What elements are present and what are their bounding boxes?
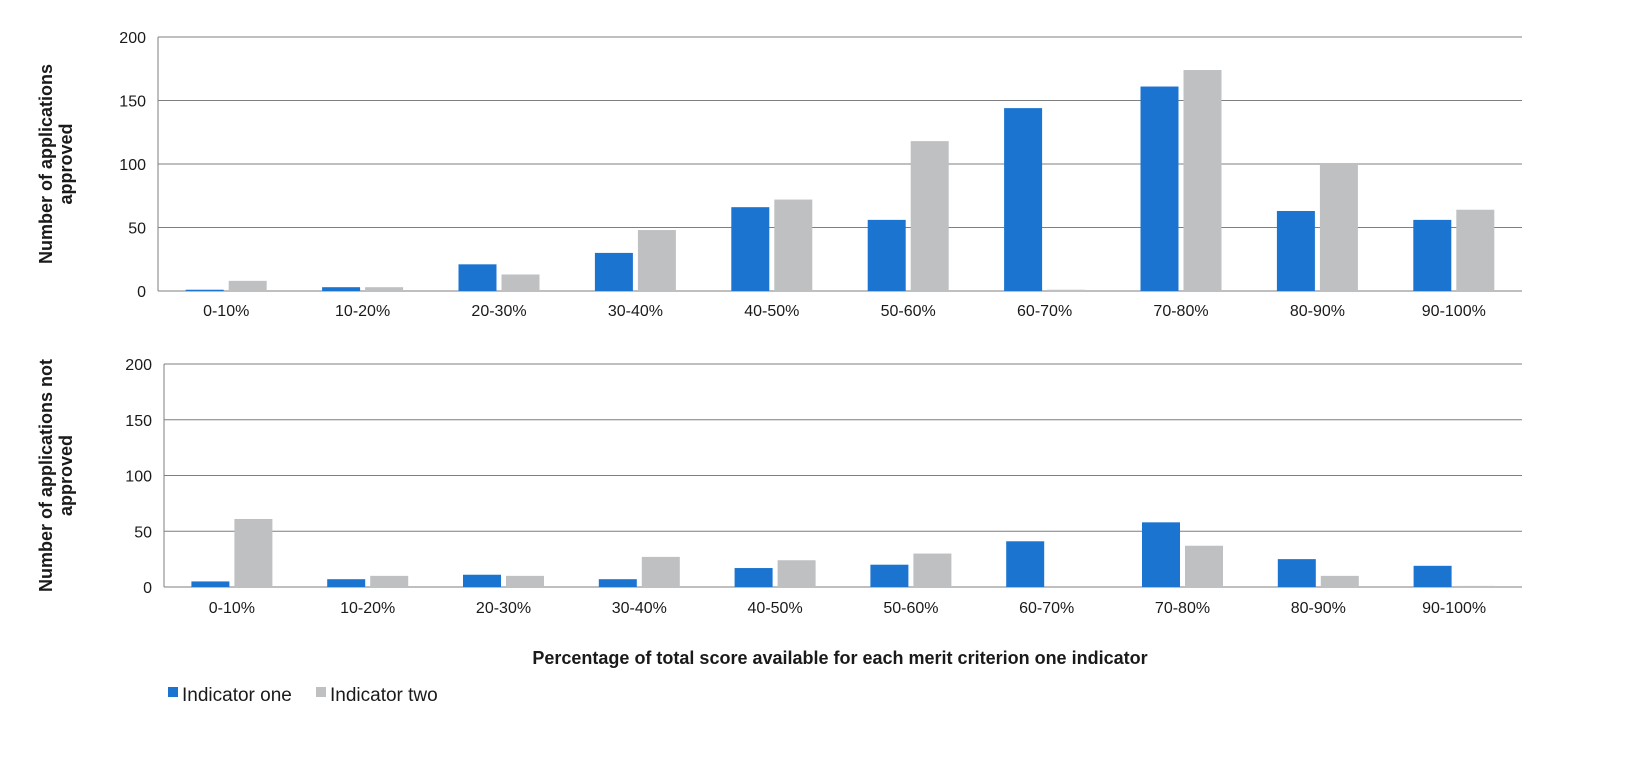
bar-indicator-one bbox=[191, 581, 230, 587]
x-tick-label: 40-50% bbox=[744, 303, 799, 320]
bar-indicator-two bbox=[910, 141, 949, 291]
bar-indicator-one bbox=[1413, 565, 1452, 587]
x-tick-label: 70-80% bbox=[1153, 303, 1208, 320]
bar-indicator-two bbox=[228, 280, 267, 291]
legend-swatch bbox=[168, 687, 178, 697]
y-tick-label: 100 bbox=[125, 469, 152, 486]
bar-indicator-one bbox=[870, 564, 909, 587]
legend: Indicator one Indicator two bbox=[168, 685, 438, 706]
x-tick-label: 30-40% bbox=[612, 600, 667, 617]
bar-indicator-two bbox=[774, 199, 813, 291]
x-tick-label: 60-70% bbox=[1019, 600, 1074, 617]
x-tick-label: 80-90% bbox=[1291, 600, 1346, 617]
x-tick-label: 0-10% bbox=[203, 303, 249, 320]
bar-indicator-two bbox=[1456, 209, 1495, 291]
bar-indicator-two bbox=[506, 575, 544, 587]
x-tick-label: 50-60% bbox=[883, 600, 938, 617]
y-tick-label: 0 bbox=[137, 284, 146, 301]
y-axis-label: Number of applications notapproved bbox=[36, 359, 76, 592]
y-axis-label: Number of applicationsapproved bbox=[36, 64, 76, 264]
y-tick-label: 200 bbox=[125, 357, 152, 374]
bar-indicator-one bbox=[594, 252, 633, 291]
bar-indicator-one bbox=[1140, 86, 1179, 291]
bar-indicator-one bbox=[1142, 522, 1180, 587]
y-axis-label-line: Number of applications bbox=[36, 64, 56, 264]
y-axis-label-line: Number of applications not bbox=[36, 359, 56, 592]
x-tick-label: 10-20% bbox=[335, 303, 390, 320]
y-tick-label: 100 bbox=[119, 157, 146, 174]
chart-panel-2: 0 50 100 150 200 Number of applications notap… bbox=[36, 357, 1522, 617]
bar-indicator-one bbox=[1277, 559, 1316, 587]
bar-indicator-one bbox=[734, 568, 773, 587]
bar-indicator-two bbox=[1185, 545, 1223, 587]
legend-label: Indicator one bbox=[182, 685, 292, 706]
bar-indicator-two bbox=[1047, 289, 1086, 291]
bar-indicator-two bbox=[370, 575, 409, 587]
x-tick-label: 80-90% bbox=[1290, 303, 1345, 320]
y-tick-label: 50 bbox=[134, 524, 152, 541]
bar-indicator-two bbox=[1456, 585, 1495, 587]
x-tick-label: 0-10% bbox=[209, 600, 255, 617]
bar-indicator-two bbox=[1320, 575, 1359, 587]
y-axis-label-line: approved bbox=[56, 123, 76, 204]
bar-indicator-two bbox=[501, 274, 540, 291]
bar-indicator-one bbox=[598, 579, 637, 587]
bar-indicator-one bbox=[463, 574, 501, 587]
y-tick-label: 50 bbox=[128, 221, 146, 238]
bar-indicator-two bbox=[777, 560, 816, 587]
bar-indicator-two bbox=[637, 230, 676, 291]
y-tick-label: 200 bbox=[119, 30, 146, 47]
x-tick-label: 20-30% bbox=[476, 600, 531, 617]
legend-label: Indicator two bbox=[330, 685, 438, 706]
legend-swatch bbox=[316, 687, 326, 697]
bar-indicator-one bbox=[322, 287, 361, 291]
x-tick-label: 50-60% bbox=[881, 303, 936, 320]
x-axis-label: Percentage of total score available for … bbox=[532, 648, 1147, 668]
x-tick-label: 60-70% bbox=[1017, 303, 1072, 320]
bar-indicator-one bbox=[185, 289, 224, 291]
bar-indicator-one bbox=[867, 219, 906, 291]
bar-indicator-one bbox=[1006, 541, 1045, 587]
bar-indicator-one bbox=[1413, 219, 1452, 291]
bar-indicator-one bbox=[327, 579, 366, 587]
x-tick-label: 70-80% bbox=[1155, 600, 1210, 617]
bar-indicator-two bbox=[913, 553, 952, 587]
y-axis-label-line: approved bbox=[56, 435, 76, 516]
bar-indicator-one bbox=[458, 264, 497, 291]
x-tick-label: 10-20% bbox=[340, 600, 395, 617]
bar-indicator-two bbox=[641, 556, 680, 587]
bar-indicator-one bbox=[731, 207, 770, 291]
y-tick-label: 150 bbox=[119, 94, 146, 111]
x-tick-label: 40-50% bbox=[748, 600, 803, 617]
y-tick-label: 0 bbox=[143, 580, 152, 597]
x-tick-label: 30-40% bbox=[608, 303, 663, 320]
bar-indicator-one bbox=[1276, 210, 1315, 291]
bar-indicator-two bbox=[365, 287, 404, 291]
bar-indicator-one bbox=[1004, 108, 1043, 292]
x-tick-label: 20-30% bbox=[471, 303, 526, 320]
bar-indicator-two bbox=[1319, 164, 1358, 291]
y-tick-label: 150 bbox=[125, 413, 152, 430]
x-tick-label: 90-100% bbox=[1422, 600, 1486, 617]
bar-indicator-two bbox=[1183, 70, 1222, 292]
chart-panel-1: 0 50 100 150 200 Number of applicationsapprov… bbox=[36, 30, 1522, 320]
bar-indicator-two bbox=[234, 518, 273, 587]
x-tick-label: 90-100% bbox=[1422, 303, 1486, 320]
